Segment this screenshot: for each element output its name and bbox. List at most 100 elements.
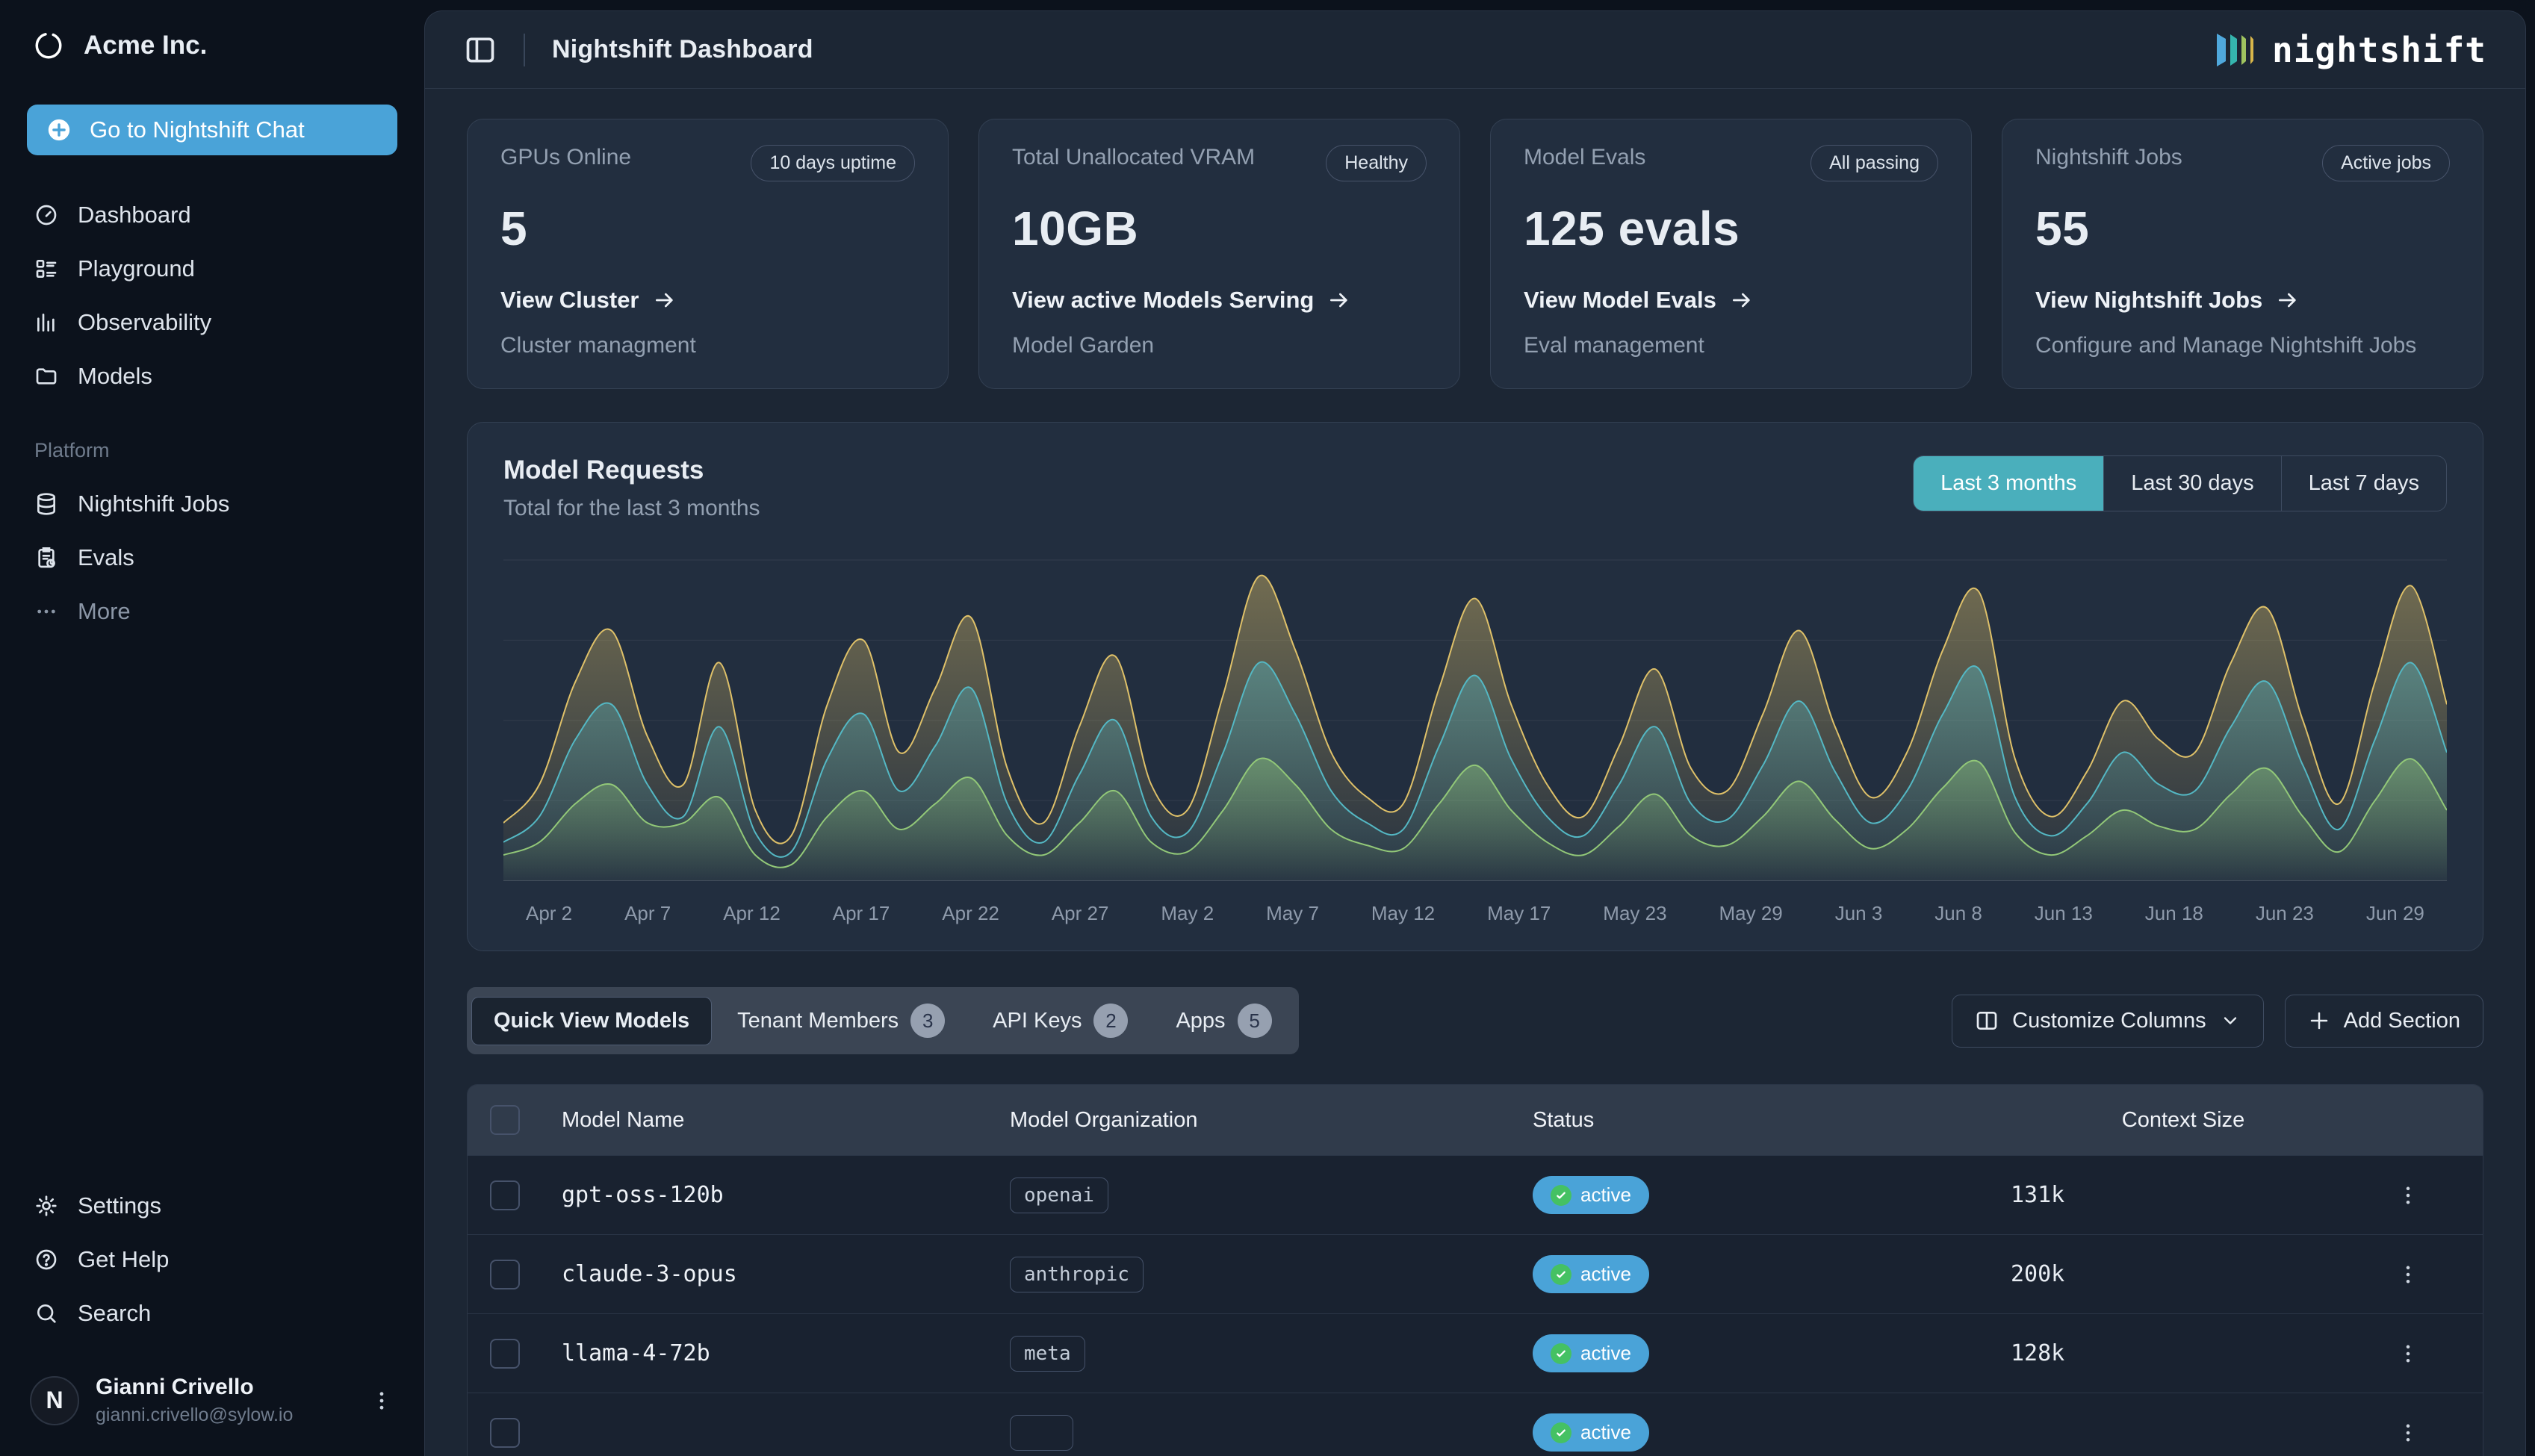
sidebar-item-more[interactable]: More [27,585,397,638]
view-model-evals-link[interactable]: View Model Evals [1524,287,1938,314]
x-tick-label: Apr 27 [1051,902,1109,924]
sidebar-item-models[interactable]: Models [27,349,397,403]
range-last-3-months[interactable]: Last 3 months [1914,456,2105,511]
area-chart [503,551,2447,889]
sidebar: Acme Inc. Go to Nightshift Chat Dashboar… [0,0,424,1456]
user-meta: Gianni Crivello gianni.crivello@sylow.io [96,1375,353,1426]
x-tick-label: Jun 3 [1834,902,1883,924]
tab-count-badge: 5 [1237,1004,1272,1038]
add-section-button[interactable]: Add Section [2284,994,2483,1048]
row-kebab-menu-icon[interactable] [2395,1420,2421,1446]
chevron-down-icon [2220,1010,2241,1031]
model-name: claude-3-opus [562,1261,737,1287]
tab-apps[interactable]: Apps 5 [1153,992,1294,1050]
view-cluster-link[interactable]: View Cluster [500,287,915,314]
stat-badge: 10 days uptime [751,145,915,181]
sidebar-item-label: Dashboard [78,202,191,228]
x-axis-labels: Apr 2 Apr 7 Apr 12 Apr 17 Apr 22 Apr 27 May 2 M… [503,889,2447,930]
tab-quick-view-models[interactable]: Quick View Models [471,996,713,1045]
sidebar-item-label: Get Help [78,1246,170,1272]
sidebar-item-playground[interactable]: Playground [27,242,397,296]
sidebar-item-evals[interactable]: Evals [27,531,397,585]
bar-chart-icon [34,311,58,335]
row-kebab-menu-icon[interactable] [2395,1341,2421,1366]
row-kebab-menu-icon[interactable] [2395,1262,2421,1287]
org-switcher[interactable]: Acme Inc. [27,30,397,61]
gauge-icon [34,203,58,227]
topbar: Nightshift Dashboard nightshift [425,11,2525,89]
status-check-icon [1551,1184,1571,1206]
sidebar-item-dashboard[interactable]: Dashboard [27,188,397,242]
sidebar-toggle-icon[interactable] [464,34,497,66]
clipboard-clock-icon [34,546,58,570]
status-badge: active [1533,1334,1649,1372]
user-kebab-menu-icon[interactable] [369,1388,394,1413]
table-header-row: Model Name Model Organization Status Con… [468,1085,2483,1155]
range-last-7-days[interactable]: Last 7 days [2308,471,2419,495]
search-icon [34,1301,58,1325]
model-requests-card: Model Requests Total for the last 3 mont… [467,422,2483,951]
stat-subtitle: Configure and Manage Nightshift Jobs [2035,333,2417,358]
row-checkbox[interactable] [490,1417,520,1448]
column-header-model-organization: Model Organization [1010,1107,1198,1132]
customize-columns-button[interactable]: Customize Columns [1952,994,2264,1048]
column-header-status: Status [1533,1107,1595,1132]
go-to-nightshift-chat-button[interactable]: Go to Nightshift Chat [27,105,397,155]
table-row[interactable]: llama-4-72b meta active 128k [468,1313,2483,1393]
sidebar-item-search[interactable]: Search [27,1287,397,1340]
arrow-right-icon [2276,288,2300,312]
sidebar-item-nightshift-jobs[interactable]: Nightshift Jobs [27,477,397,531]
stat-value: 5 [500,202,528,255]
status-check-icon [1551,1343,1571,1364]
org-badge: openai [1010,1177,1108,1213]
stat-card-model-evals: Model Evals All passing 125 evals View M… [1490,119,1972,389]
stat-card-gpus-online: GPUs Online 10 days uptime 5 View Cluste… [467,119,949,389]
list-bar: Quick View Models Tenant Members 3 API K… [467,987,2483,1054]
select-all-checkbox[interactable] [490,1105,520,1135]
sidebar-item-settings[interactable]: Settings [27,1179,397,1233]
row-checkbox[interactable] [490,1338,520,1369]
stat-label: Nightshift Jobs [2035,145,2182,169]
x-tick-label: Jun 23 [2255,902,2314,924]
table-row-partial[interactable]: active [468,1393,2483,1456]
table-row[interactable]: claude-3-opus anthropic active 200k [468,1234,2483,1313]
row-kebab-menu-icon[interactable] [2395,1183,2421,1208]
status-badge: active [1533,1413,1649,1452]
row-checkbox[interactable] [490,1259,520,1289]
range-last-30-days[interactable]: Last 30 days [2104,456,2282,511]
stat-value: 10GB [1012,202,1139,255]
x-tick-label: Apr 17 [832,902,890,924]
tab-label: Quick View Models [494,1008,690,1033]
table-toolbar: Customize Columns Add Section [1952,994,2483,1048]
status-label: active [1580,1342,1631,1364]
time-range-segmented-control: Last 3 months Last 30 days Last 7 days [1913,455,2447,511]
circle-plus-icon [46,117,72,143]
button-label: Add Section [2343,1008,2460,1033]
context-size: 131k [2011,1182,2065,1208]
tab-api-keys[interactable]: API Keys 2 [970,992,1150,1050]
table-row[interactable]: gpt-oss-120b openai active 131k [468,1155,2483,1234]
link-label: View Nightshift Jobs [2035,287,2263,313]
stat-label: Model Evals [1524,145,1646,169]
status-badge: active [1533,1255,1649,1293]
view-nightshift-jobs-link[interactable]: View Nightshift Jobs [2035,287,2450,314]
chart-title: Model Requests [503,455,704,485]
tab-count-badge: 2 [1093,1004,1129,1038]
sidebar-item-label: Evals [78,544,134,570]
tab-label: Apps [1176,1008,1226,1033]
status-check-icon [1551,1263,1571,1285]
brand-logo: nightshift [2214,29,2486,71]
tab-label: Tenant Members [737,1008,899,1033]
view-models-serving-link[interactable]: View active Models Serving [1012,287,1427,314]
tab-label: API Keys [993,1008,1082,1033]
sidebar-item-observability[interactable]: Observability [27,296,397,349]
tab-tenant-members[interactable]: Tenant Members 3 [715,992,967,1050]
column-header-model-name: Model Name [562,1107,685,1132]
context-size: 128k [2011,1340,2065,1366]
row-checkbox[interactable] [490,1180,520,1210]
x-tick-label: Jun 13 [2034,902,2093,924]
stat-cards: GPUs Online 10 days uptime 5 View Cluste… [467,119,2483,389]
sidebar-item-get-help[interactable]: Get Help [27,1233,397,1287]
user-menu[interactable]: N Gianni Crivello gianni.crivello@sylow.… [27,1375,397,1426]
